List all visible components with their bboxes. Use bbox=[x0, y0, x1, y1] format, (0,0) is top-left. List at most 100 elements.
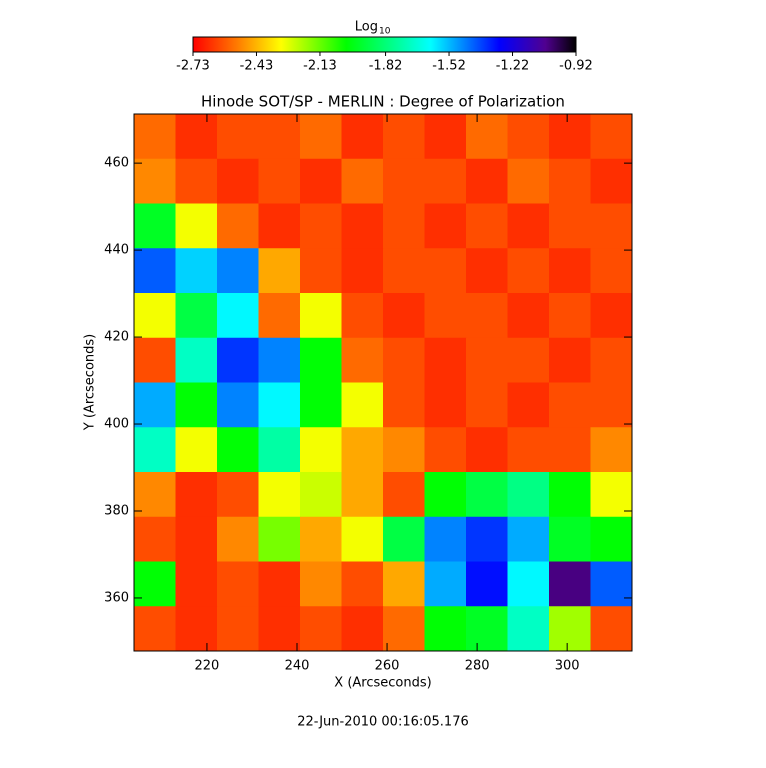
heatmap-cell bbox=[134, 114, 176, 160]
heatmap-cell bbox=[590, 293, 633, 339]
heatmap-cell bbox=[383, 427, 425, 473]
heatmap-cell bbox=[258, 472, 301, 518]
heatmap-cell bbox=[424, 472, 467, 518]
heatmap-cell bbox=[300, 561, 342, 607]
heatmap-cell bbox=[466, 516, 508, 562]
heatmap-cell bbox=[341, 516, 384, 562]
heatmap-cell bbox=[549, 472, 591, 518]
heatmap-cell bbox=[175, 427, 218, 473]
heatmap-cell bbox=[217, 427, 259, 473]
heatmap-cell bbox=[549, 427, 591, 473]
heatmap-cell bbox=[217, 203, 259, 249]
heatmap-cell bbox=[341, 248, 384, 294]
heatmap-cell bbox=[507, 203, 550, 249]
heatmap-cell bbox=[134, 472, 176, 518]
x-tick-label: 240 bbox=[285, 659, 310, 674]
heatmap-cell bbox=[383, 606, 425, 652]
y-axis-label: Y (Arcseconds) bbox=[83, 334, 98, 431]
heatmap-cell bbox=[134, 427, 176, 473]
x-tick-label: 220 bbox=[195, 659, 220, 674]
heatmap-cell bbox=[175, 516, 218, 562]
heatmap-cell bbox=[466, 203, 508, 249]
heatmap-cell bbox=[549, 114, 591, 160]
x-tick-label: 260 bbox=[375, 659, 400, 674]
x-axis-label: X (Arcseconds) bbox=[334, 676, 431, 691]
heatmap-cell bbox=[134, 606, 176, 652]
heatmap-cell bbox=[507, 606, 550, 652]
heatmap-cell bbox=[466, 114, 508, 160]
heatmap-cell bbox=[134, 248, 176, 294]
heatmap-cell bbox=[383, 293, 425, 339]
colorbar-tick-label: -2.43 bbox=[240, 59, 274, 74]
heatmap-cell bbox=[258, 248, 301, 294]
heatmap-cell bbox=[590, 382, 633, 428]
heatmap-cell bbox=[341, 472, 384, 518]
heatmap-cell bbox=[341, 561, 384, 607]
heatmap-cell bbox=[217, 561, 259, 607]
heatmap-cell bbox=[217, 382, 259, 428]
heatmap-cell bbox=[341, 293, 384, 339]
heatmap-cell bbox=[466, 472, 508, 518]
heatmap-cell bbox=[341, 337, 384, 383]
y-tick-label: 420 bbox=[104, 330, 129, 345]
heatmap-cell bbox=[383, 561, 425, 607]
heatmap-cell bbox=[424, 203, 467, 249]
heatmap-cell bbox=[175, 158, 218, 204]
heatmap-cell bbox=[175, 382, 218, 428]
heatmap-cell bbox=[383, 516, 425, 562]
heatmap-cell bbox=[258, 337, 301, 383]
heatmap-cell bbox=[424, 337, 467, 383]
heatmap-cell bbox=[175, 561, 218, 607]
heatmap-cell bbox=[217, 337, 259, 383]
heatmap-cell bbox=[300, 293, 342, 339]
heatmap-cell bbox=[424, 606, 467, 652]
heatmap-cell bbox=[300, 382, 342, 428]
heatmap-cell bbox=[175, 114, 218, 160]
heatmap-cell bbox=[424, 158, 467, 204]
x-tick-label: 280 bbox=[465, 659, 490, 674]
heatmap-cell bbox=[383, 382, 425, 428]
heatmap-cell bbox=[258, 606, 301, 652]
heatmap-cell bbox=[549, 516, 591, 562]
heatmap-cell bbox=[134, 561, 176, 607]
heatmap-cell bbox=[175, 606, 218, 652]
heatmap-cell bbox=[466, 427, 508, 473]
colorbar-tick-label: -1.82 bbox=[369, 59, 403, 74]
heatmap-cell bbox=[175, 337, 218, 383]
heatmap-cell bbox=[217, 606, 259, 652]
heatmap-cell bbox=[507, 516, 550, 562]
heatmap-cell bbox=[383, 158, 425, 204]
heatmap-cell bbox=[217, 248, 259, 294]
heatmap-cell bbox=[134, 293, 176, 339]
heatmap-cell bbox=[507, 561, 550, 607]
heatmap-cell bbox=[466, 158, 508, 204]
heatmap-cell bbox=[134, 337, 176, 383]
heatmap-cell bbox=[424, 382, 467, 428]
heatmap-cell bbox=[424, 561, 467, 607]
heatmap-cell bbox=[383, 248, 425, 294]
colorbar-tick-label: -0.92 bbox=[559, 59, 593, 74]
heatmap-cell bbox=[424, 248, 467, 294]
heatmap-cell bbox=[507, 114, 550, 160]
heatmap-cell bbox=[341, 114, 384, 160]
x-tick-label: 300 bbox=[555, 659, 580, 674]
heatmap-cell bbox=[466, 248, 508, 294]
heatmap-cell bbox=[175, 248, 218, 294]
y-tick-label: 440 bbox=[104, 243, 129, 258]
colorbar-tick-label: -1.22 bbox=[496, 59, 530, 74]
heatmap-cell bbox=[590, 427, 633, 473]
heatmap-cell bbox=[590, 561, 633, 607]
heatmap-cell bbox=[383, 114, 425, 160]
heatmap-cell bbox=[507, 427, 550, 473]
heatmap-cell bbox=[590, 337, 633, 383]
heatmap-cell bbox=[300, 516, 342, 562]
heatmap-cell bbox=[300, 114, 342, 160]
heatmap-cell bbox=[258, 293, 301, 339]
heatmap-cell bbox=[507, 248, 550, 294]
heatmap-cell bbox=[590, 203, 633, 249]
y-tick-label: 380 bbox=[104, 503, 129, 518]
heatmap-cell bbox=[549, 293, 591, 339]
heatmap-cell bbox=[258, 427, 301, 473]
heatmap-cell bbox=[590, 158, 633, 204]
heatmap-cell bbox=[258, 561, 301, 607]
